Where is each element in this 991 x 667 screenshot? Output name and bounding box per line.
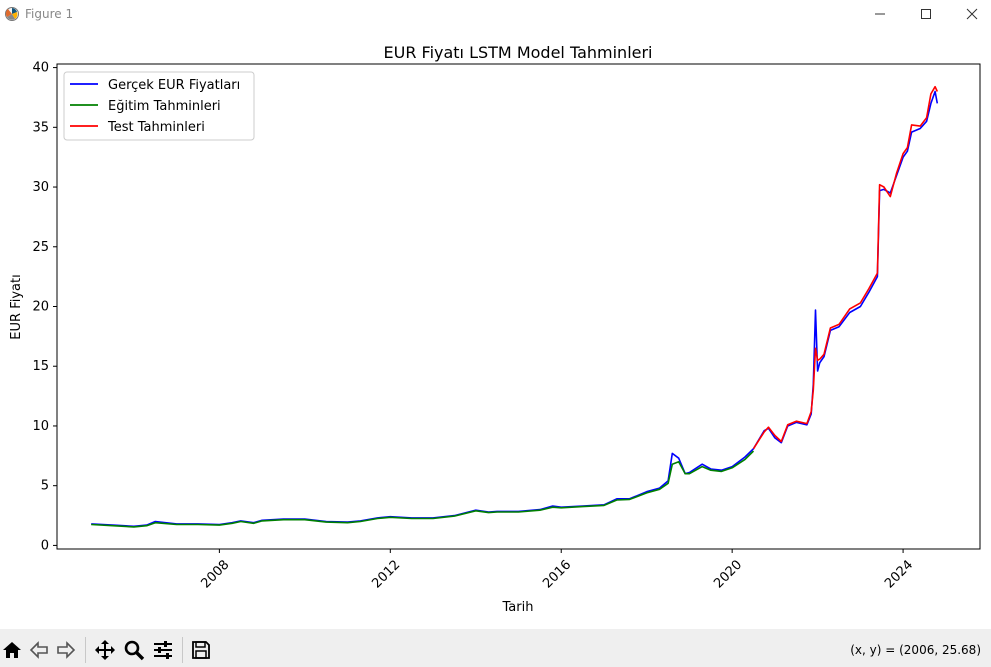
back-button[interactable]	[27, 638, 51, 662]
x-tick-label: 2016	[540, 557, 574, 591]
close-icon	[966, 8, 978, 20]
series-line-e-itim-tahminleri	[91, 450, 755, 528]
minimize-icon	[875, 13, 885, 15]
y-tick-label: 5	[41, 479, 49, 494]
toolbar-separator	[182, 637, 183, 663]
x-tick-label: 2012	[369, 557, 403, 591]
maximize-button[interactable]	[903, 0, 949, 28]
pan-icon	[95, 640, 115, 660]
toolbar-separator	[85, 637, 86, 663]
chart-title: EUR Fiyatı LSTM Model Tahminleri	[384, 43, 653, 62]
zoom-icon	[124, 640, 145, 661]
x-tick-label: 2024	[882, 557, 916, 591]
matplotlib-logo-icon	[5, 7, 19, 21]
series-line-test-tahminleri	[752, 85, 939, 450]
title-bar: Figure 1	[0, 0, 991, 28]
legend-entry-label: Gerçek EUR Fiyatları	[108, 78, 240, 93]
y-tick-label: 0	[41, 538, 49, 553]
back-icon	[29, 641, 48, 659]
y-tick-label: 25	[32, 240, 49, 255]
x-axis-label: Tarih	[502, 600, 534, 615]
navigation-toolbar: (x, y) = (2006, 25.68)	[0, 629, 991, 667]
legend: Gerçek EUR Fiyatları Eğitim Tahminleri Tes…	[63, 71, 255, 141]
y-tick-label: 15	[32, 359, 49, 374]
x-tick-label: 2008	[198, 557, 232, 591]
zoom-button[interactable]	[122, 638, 146, 662]
save-button[interactable]	[189, 638, 213, 662]
cursor-coordinates: (x, y) = (2006, 25.68)	[850, 643, 981, 657]
save-icon	[192, 641, 210, 659]
home-icon	[3, 642, 21, 658]
y-tick-label: 35	[32, 120, 49, 135]
series-line-ger-ek-eur-fiyatlar	[91, 90, 939, 528]
configure-subplots-icon	[154, 641, 172, 659]
pan-button[interactable]	[93, 638, 117, 662]
forward-button[interactable]	[54, 638, 78, 662]
legend-entry-label: Test Tahminleri	[107, 120, 205, 135]
y-tick-label: 10	[32, 419, 49, 434]
y-tick-label: 40	[32, 61, 49, 76]
minimize-button[interactable]	[857, 0, 903, 28]
x-tick-label: 2020	[711, 557, 745, 591]
y-tick-label: 30	[32, 180, 49, 195]
home-button[interactable]	[0, 638, 24, 662]
figure-canvas[interactable]: EUR Fiyatı LSTM Model Tahminleri 0 5 10 15 2…	[0, 28, 991, 629]
legend-box	[63, 71, 255, 141]
y-axis-label: EUR Fiyatı	[9, 274, 24, 339]
y-tick-label: 20	[32, 300, 49, 315]
configure-subplots-button[interactable]	[151, 638, 175, 662]
window-title: Figure 1	[25, 7, 74, 21]
legend-entry-label: Eğitim Tahminleri	[108, 99, 221, 114]
maximize-icon	[921, 9, 931, 19]
plot-frame	[56, 63, 981, 550]
forward-icon	[57, 641, 76, 659]
series-group	[91, 85, 939, 528]
close-button[interactable]	[949, 0, 991, 28]
